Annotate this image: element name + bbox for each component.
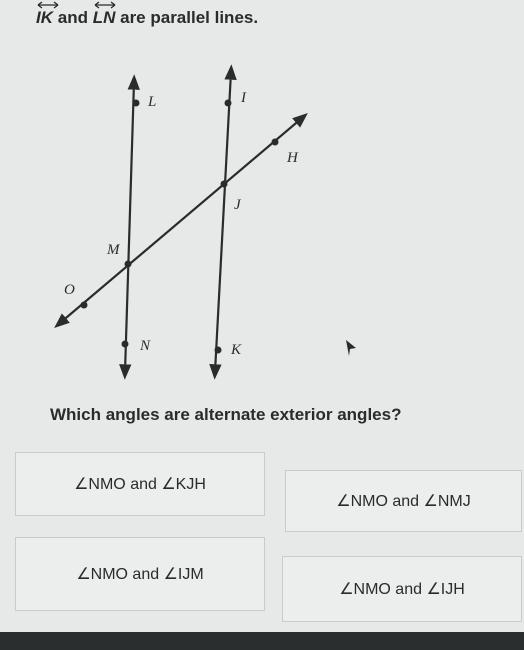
line-ln xyxy=(119,74,140,380)
diagram: L I H J M O N K xyxy=(54,64,356,380)
line-ik xyxy=(209,64,237,380)
joiner: and xyxy=(57,8,88,27)
line-text: IK xyxy=(36,8,53,27)
overline-arrow xyxy=(37,1,59,9)
overline-arrow xyxy=(94,1,116,9)
prompt: IK and LN are parallel lines. xyxy=(36,1,259,28)
option[interactable]: ∠NMO and ∠NMJ xyxy=(285,470,522,532)
point-label: O xyxy=(64,282,75,298)
line-text: LN xyxy=(92,8,116,27)
transversal xyxy=(54,113,308,328)
question: Which angles are alternate exterior angl… xyxy=(50,405,402,424)
point-label: N xyxy=(139,338,151,354)
point-label: I xyxy=(240,90,247,106)
point xyxy=(220,180,228,188)
point-label: H xyxy=(286,150,299,166)
point xyxy=(124,260,132,268)
point xyxy=(80,301,88,309)
screen-edge xyxy=(0,632,524,650)
option[interactable]: ∠NMO and ∠IJH xyxy=(282,556,522,622)
point xyxy=(121,340,129,348)
point xyxy=(214,346,222,354)
point xyxy=(271,138,279,146)
point-label: K xyxy=(230,342,242,358)
point xyxy=(224,99,232,107)
option[interactable]: ∠NMO and ∠KJH xyxy=(15,452,265,516)
point-label: L xyxy=(147,94,156,110)
prompt-rest: are parallel lines. xyxy=(120,8,259,27)
point-label: M xyxy=(106,242,121,258)
point-label: J xyxy=(234,197,242,213)
line-name: IK xyxy=(36,1,59,28)
option[interactable]: ∠NMO and ∠IJM xyxy=(15,537,265,611)
line-name: LN xyxy=(92,1,116,28)
point xyxy=(132,99,140,107)
cursor xyxy=(346,340,356,356)
